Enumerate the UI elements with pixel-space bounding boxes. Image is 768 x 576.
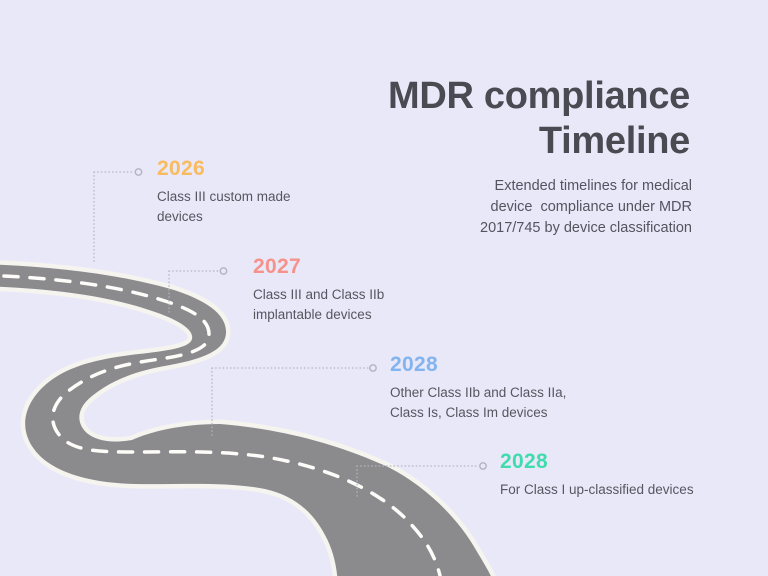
header: MDR compliance Timeline xyxy=(388,74,690,164)
milestone-description: For Class I up-classified devices xyxy=(500,482,694,497)
milestone-2027: 2027 Class III and Class IIb implantable… xyxy=(253,256,384,325)
connector-dot-2028-a xyxy=(369,364,377,372)
milestone-year: 2026 xyxy=(157,157,205,180)
subtitle: Extended timelines for medical device co… xyxy=(480,176,692,239)
milestone-year: 2027 xyxy=(253,255,301,278)
milestone-2026: 2026 Class III custom made devices xyxy=(157,158,291,227)
connector-dot-2026 xyxy=(134,168,143,176)
milestone-year: 2028 xyxy=(390,353,438,376)
connector-2028-b xyxy=(356,462,487,500)
road-surface xyxy=(0,264,491,576)
subtitle-line-3: 2017/745 by device classification xyxy=(480,220,692,236)
milestone-2028-b: 2028 For Class I up-classified devices xyxy=(500,451,694,500)
subtitle-line-1: Extended timelines for medical xyxy=(494,178,692,194)
milestone-year: 2028 xyxy=(500,450,548,473)
page-title-line-1: MDR compliance xyxy=(388,75,690,117)
milestone-description: Class III custom made devices xyxy=(157,189,291,224)
subtitle-line-2: device compliance under MDR xyxy=(490,199,692,215)
connector-2026 xyxy=(93,168,143,264)
connector-2027 xyxy=(168,267,228,313)
milestone-2028-a: 2028 Other Class IIb and Class IIa, Clas… xyxy=(390,354,566,423)
milestone-description: Other Class IIb and Class IIa, Class Is,… xyxy=(390,385,567,420)
page-title-line-2: Timeline xyxy=(538,120,690,162)
connector-dot-2028-b xyxy=(479,462,487,470)
road-center-dashes xyxy=(0,274,442,576)
milestone-description: Class III and Class IIb implantable devi… xyxy=(253,287,385,322)
connector-2028-a xyxy=(211,364,377,436)
connector-dot-2027 xyxy=(219,267,228,275)
